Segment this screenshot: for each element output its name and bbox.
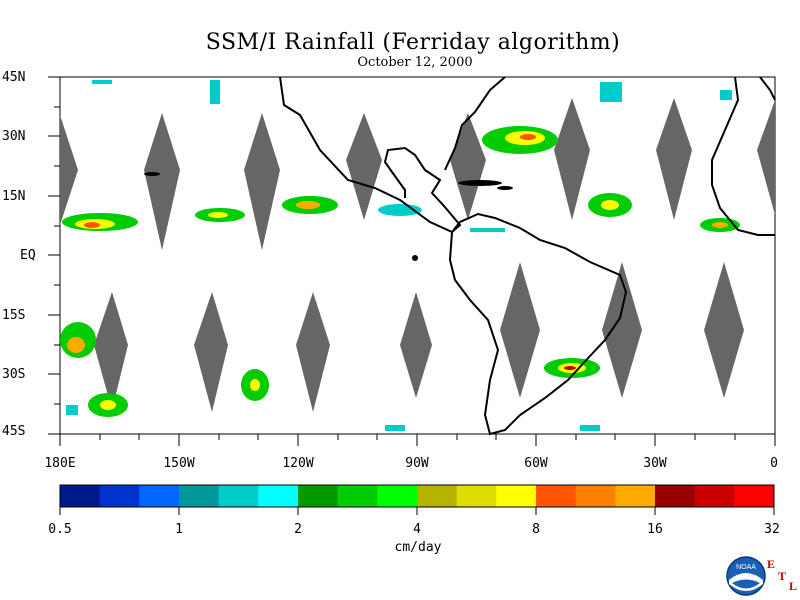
rain-patch-south-pacific: [60, 322, 269, 417]
colorbar-swatch: [655, 485, 696, 507]
axis-ticks: [48, 76, 776, 446]
lat-label-45s: 45S: [2, 424, 26, 439]
colorbar-swatch: [694, 485, 735, 507]
coastline-europe: [759, 76, 776, 101]
rain-patch-atlantic-north: [482, 126, 558, 154]
coastline-south-america: [448, 212, 628, 436]
colorbar-swatch: [615, 485, 656, 507]
swath-gap: [94, 292, 128, 410]
colorbar-ticks: [59, 507, 775, 515]
lon-label-120w: 120W: [282, 456, 314, 471]
islands: [144, 172, 513, 261]
colorbar-swatch: [179, 485, 220, 507]
swath-gap: [144, 113, 180, 250]
lon-label-90w: 90W: [405, 456, 429, 471]
rain-patches: [60, 80, 740, 431]
lat-label-15s: 15S: [2, 308, 26, 323]
rain-patch-south-atlantic: [544, 358, 600, 378]
colorbar-swatch: [417, 485, 458, 507]
colorbar-swatch: [456, 485, 497, 507]
swath-gap: [757, 100, 775, 215]
swath-gap: [704, 262, 744, 398]
lon-label-30w: 30W: [643, 456, 667, 471]
colorbar-label-2: 2: [294, 522, 302, 537]
colorbar-swatch: [377, 485, 418, 507]
coastlines: [279, 76, 776, 436]
lat-label-30s: 30S: [2, 367, 26, 382]
lat-label-45n: 45N: [2, 70, 26, 85]
logo-letter-l: L: [789, 579, 797, 593]
logo-letter-t: T: [778, 569, 786, 583]
swath-gap: [194, 292, 228, 412]
map-subtitle: October 12, 2000: [357, 55, 473, 70]
coastline-africa: [711, 76, 775, 236]
swath-gap: [656, 98, 692, 220]
logo-noaa-text: NOAA: [736, 564, 756, 571]
lon-label-180e: 180E: [44, 456, 76, 471]
colorbar-label-16: 16: [647, 522, 663, 537]
coastline-north-america: [279, 76, 462, 234]
colorbar-swatch: [60, 485, 101, 507]
lat-label-15n: 15N: [2, 189, 26, 204]
swath-gap: [400, 292, 432, 398]
colorbar-label-32: 32: [764, 522, 780, 537]
swath-gap: [500, 262, 540, 398]
colorbar-label-8: 8: [532, 522, 540, 537]
colorbar-swatch: [258, 485, 299, 507]
colorbar-swatch: [734, 485, 775, 507]
colorbar-swatch: [139, 485, 180, 507]
swath-gap: [346, 113, 382, 220]
colorbar-swatch: [496, 485, 537, 507]
colorbar-units: cm/day: [394, 540, 442, 555]
logo-letter-e: E: [767, 557, 775, 571]
colorbar-swatch: [99, 485, 140, 507]
colorbar-swatch: [575, 485, 616, 507]
colorbar-swatch: [298, 485, 339, 507]
swath-gap: [602, 262, 642, 398]
map-title: SSM/I Rainfall (Ferriday algorithm): [205, 30, 621, 55]
colorbar-label-1: 1: [175, 522, 183, 537]
swath-gap: [60, 115, 78, 225]
swath-gap: [450, 113, 486, 220]
colorbar-swatch: [536, 485, 577, 507]
swath-gaps: [60, 98, 775, 412]
lon-label-150w: 150W: [163, 456, 195, 471]
swath-gap: [244, 113, 280, 250]
lat-label-30n: 30N: [2, 129, 26, 144]
lat-label-eq: EQ: [20, 248, 36, 263]
swath-gap: [554, 98, 590, 220]
lon-label-0: 0: [770, 456, 778, 471]
rain-patch-itcz-west: [62, 213, 138, 231]
noaa-etl-logo: NOAA E T L: [726, 556, 797, 596]
coastline-north-america-east: [444, 76, 506, 171]
colorbar: [60, 485, 775, 507]
colorbar-swatch: [218, 485, 259, 507]
colorbar-label-4: 4: [413, 522, 421, 537]
rain-patch-scattered: [66, 80, 732, 431]
lon-label-60w: 60W: [524, 456, 548, 471]
colorbar-swatch: [337, 485, 378, 507]
colorbar-label-0-5: 0.5: [48, 522, 72, 537]
swath-gap: [296, 292, 330, 412]
